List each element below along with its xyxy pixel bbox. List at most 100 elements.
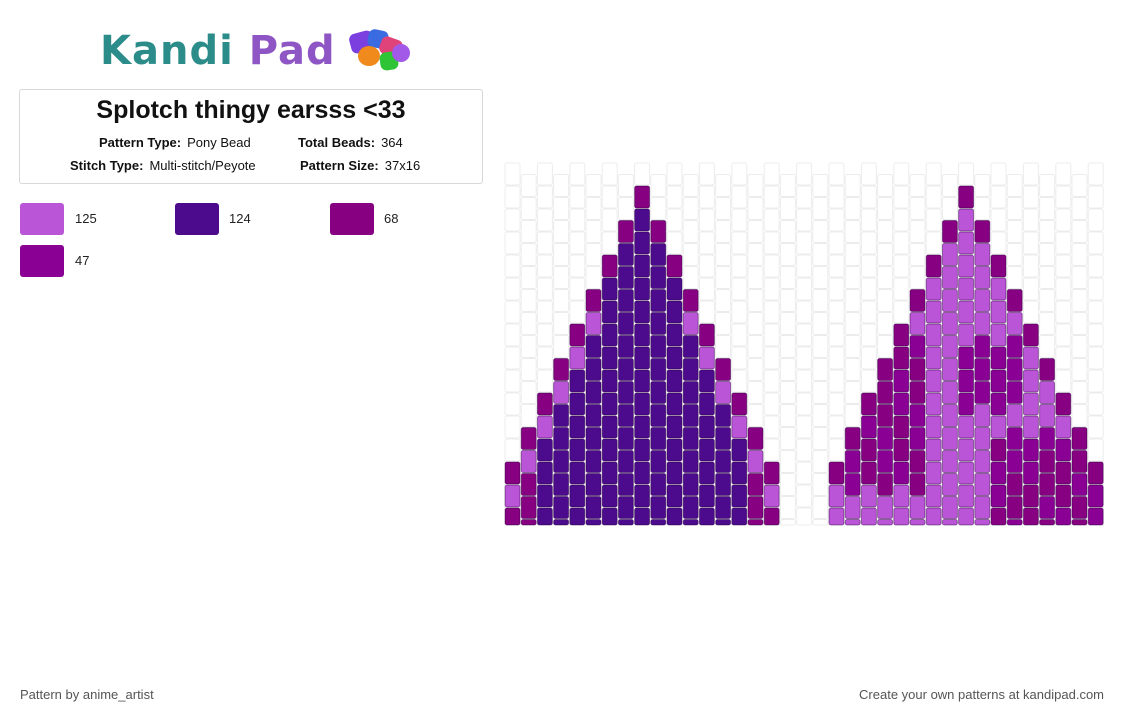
kandipad-link[interactable]: Create your own patterns at kandipad.com: [859, 687, 1104, 702]
bead: [1022, 323, 1039, 347]
bead: [909, 404, 926, 427]
bead: [585, 427, 602, 450]
empty-bead: [504, 392, 521, 416]
empty-bead: [1055, 323, 1072, 347]
bead: [941, 404, 958, 427]
bead: [1022, 369, 1039, 393]
bead: [666, 415, 683, 439]
bead: [585, 358, 602, 381]
bead: [1039, 450, 1056, 473]
bead: [1071, 496, 1088, 519]
bead: [763, 507, 780, 526]
stitch-type-value: Multi-stitch/Peyote: [149, 158, 256, 173]
bead: [828, 461, 845, 485]
empty-bead: [1087, 300, 1104, 324]
empty-bead: [877, 243, 894, 266]
empty-bead: [650, 197, 667, 220]
empty-bead: [893, 254, 910, 278]
bead: [650, 381, 667, 404]
bead: [909, 427, 926, 450]
empty-bead: [1039, 312, 1056, 335]
empty-bead: [747, 381, 764, 404]
bead: [974, 289, 991, 312]
bead: [650, 473, 667, 496]
bead: [958, 507, 975, 526]
empty-bead: [796, 300, 813, 324]
swatch-count-1: 125: [75, 211, 97, 226]
bead: [520, 519, 537, 526]
bead: [617, 335, 634, 358]
bead: [877, 358, 894, 381]
bead: [634, 300, 651, 324]
bead: [909, 358, 926, 381]
bead: [877, 519, 894, 526]
empty-bead: [796, 346, 813, 370]
pattern-size-label: Pattern Size:: [300, 158, 379, 173]
bead: [569, 392, 586, 416]
bead: [925, 484, 942, 508]
empty-bead: [666, 162, 683, 186]
bead: [925, 369, 942, 393]
bead: [553, 450, 570, 473]
bead: [601, 300, 618, 324]
bead: [763, 484, 780, 508]
bead: [893, 392, 910, 416]
bead: [958, 185, 975, 209]
bead: [974, 335, 991, 358]
bead: [731, 415, 748, 439]
bead: [1006, 358, 1023, 381]
bead: [666, 300, 683, 324]
bead: [634, 392, 651, 416]
bead: [844, 473, 861, 496]
empty-bead: [504, 231, 521, 255]
empty-bead: [779, 220, 796, 243]
bead: [666, 507, 683, 526]
empty-bead: [1055, 162, 1072, 186]
empty-bead: [779, 404, 796, 427]
empty-bead: [763, 208, 780, 232]
bead: [666, 254, 683, 278]
empty-bead: [747, 335, 764, 358]
empty-bead: [990, 185, 1007, 209]
swatch-color-1: [20, 203, 64, 235]
bead: [893, 461, 910, 485]
bead: [941, 335, 958, 358]
empty-bead: [812, 243, 829, 266]
empty-bead: [1087, 277, 1104, 301]
bead: [650, 220, 667, 243]
empty-bead: [731, 254, 748, 278]
bead: [990, 461, 1007, 485]
kandi-pad-logo[interactable]: Kandi Pad: [100, 26, 412, 76]
bead: [974, 404, 991, 427]
empty-bead: [682, 243, 699, 266]
empty-bead: [763, 277, 780, 301]
total-beads-label: Total Beads:: [298, 135, 376, 150]
empty-bead: [828, 231, 845, 255]
bead: [585, 496, 602, 519]
empty-bead: [1071, 220, 1088, 243]
empty-bead: [520, 381, 537, 404]
bead: [682, 358, 699, 381]
bead: [974, 473, 991, 496]
empty-bead: [1087, 346, 1104, 370]
bead: [650, 266, 667, 289]
bead: [860, 461, 877, 485]
empty-bead: [520, 312, 537, 335]
empty-bead: [731, 162, 748, 186]
empty-bead: [504, 323, 521, 347]
bead: [650, 312, 667, 335]
empty-bead: [1071, 358, 1088, 381]
empty-bead: [1087, 208, 1104, 232]
empty-bead: [796, 162, 813, 186]
empty-bead: [860, 277, 877, 301]
empty-bead: [1071, 197, 1088, 220]
bead: [731, 461, 748, 485]
bead: [1006, 381, 1023, 404]
total-beads-row: Total Beads: 364: [298, 135, 403, 150]
bead: [617, 404, 634, 427]
bead: [617, 381, 634, 404]
bead: [747, 496, 764, 519]
bead: [520, 427, 537, 450]
empty-bead: [1006, 220, 1023, 243]
empty-bead: [893, 208, 910, 232]
